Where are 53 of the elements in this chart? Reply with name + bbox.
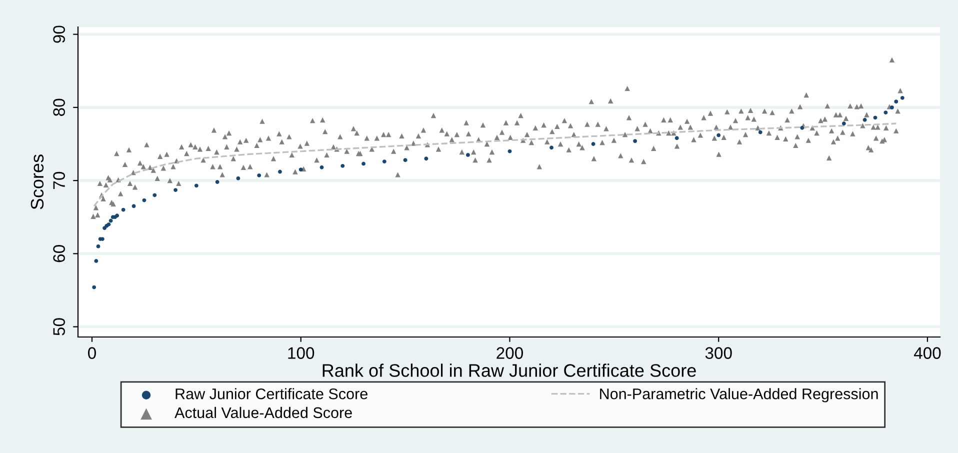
point: [320, 165, 324, 170]
point: [92, 285, 96, 290]
point: [466, 152, 470, 157]
point: [894, 100, 898, 104]
y-tick-label: 60: [53, 245, 65, 262]
point: [900, 96, 904, 100]
point: [132, 204, 136, 208]
x-tick-label: 300: [705, 347, 732, 359]
point: [800, 126, 804, 130]
point: [121, 208, 126, 212]
point: [842, 122, 846, 126]
point: [174, 188, 178, 192]
point: [152, 193, 157, 198]
point: [424, 156, 428, 161]
point: [115, 214, 120, 218]
point: [873, 116, 878, 120]
x-tick-label: 200: [496, 347, 523, 359]
y-tick-label: 80: [53, 98, 65, 116]
point: [716, 133, 721, 138]
point: [403, 158, 408, 162]
y-tick-label: 50: [53, 318, 65, 336]
point: [591, 142, 596, 146]
legend-label: Raw Junior Certificate Score: [176, 388, 368, 400]
legend-label: Actual Value-Added Score: [174, 406, 352, 418]
point: [108, 218, 113, 223]
x-axis-title: Rank of School in Raw Junior Certificate Score: [322, 364, 696, 377]
point: [257, 173, 262, 178]
legend-label: Non-Parametric Value-Added Regression: [600, 388, 878, 402]
point: [508, 149, 512, 154]
point: [362, 162, 366, 166]
point: [298, 168, 303, 172]
point: [96, 244, 100, 248]
y-tick-label: 70: [53, 172, 65, 189]
y-axis-title: Scores: [30, 154, 44, 210]
y-tick-label: 90: [53, 26, 65, 43]
point: [550, 146, 554, 150]
point: [382, 160, 386, 164]
point: [194, 184, 198, 188]
point: [278, 170, 282, 174]
x-tick-label: 0: [88, 347, 96, 359]
point: [862, 118, 867, 122]
point: [215, 180, 220, 184]
point: [758, 130, 762, 134]
x-tick-label: 100: [288, 347, 314, 359]
point: [236, 176, 240, 180]
point: [884, 110, 888, 115]
point: [633, 139, 638, 144]
point: [142, 198, 146, 202]
point: [340, 164, 345, 168]
point: [890, 105, 894, 110]
x-tick-label: 400: [914, 347, 941, 359]
point: [674, 136, 679, 140]
point: [94, 259, 98, 263]
